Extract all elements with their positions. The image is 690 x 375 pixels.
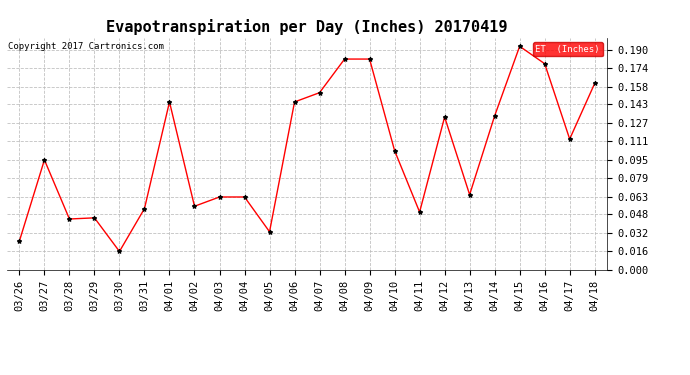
Point xyxy=(514,43,525,49)
Point xyxy=(64,216,75,222)
Point xyxy=(14,238,25,244)
Point xyxy=(564,136,575,142)
Point xyxy=(239,194,250,200)
Point xyxy=(264,229,275,235)
Title: Evapotranspiration per Day (Inches) 20170419: Evapotranspiration per Day (Inches) 2017… xyxy=(106,19,508,35)
Point xyxy=(164,99,175,105)
Text: Copyright 2017 Cartronics.com: Copyright 2017 Cartronics.com xyxy=(8,42,164,51)
Point xyxy=(89,215,100,221)
Legend: ET  (Inches): ET (Inches) xyxy=(533,42,602,56)
Point xyxy=(189,203,200,209)
Point xyxy=(214,194,225,200)
Point xyxy=(414,209,425,215)
Point xyxy=(439,114,450,120)
Point xyxy=(114,249,125,255)
Point xyxy=(289,99,300,105)
Point xyxy=(389,148,400,154)
Point xyxy=(539,61,550,67)
Point xyxy=(489,113,500,119)
Point xyxy=(39,157,50,163)
Point xyxy=(139,206,150,212)
Point xyxy=(589,80,600,86)
Point xyxy=(339,56,350,62)
Point xyxy=(464,192,475,198)
Point xyxy=(364,56,375,62)
Point xyxy=(314,90,325,96)
